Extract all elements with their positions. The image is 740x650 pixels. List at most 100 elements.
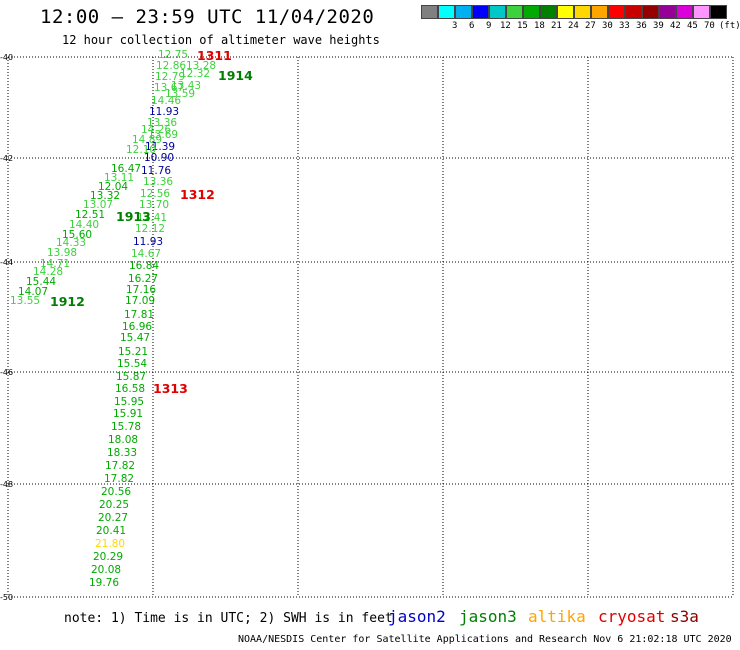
wave-height-value: 14.26 (141, 124, 171, 136)
y-tick-label: -46 (0, 368, 13, 377)
legend-swatches (421, 5, 727, 19)
pass-label: 1312 (180, 187, 215, 202)
wave-height-value: 12.75 (158, 49, 188, 61)
wave-height-value: 13.70 (139, 199, 169, 211)
wave-height-value: 11.39 (145, 141, 175, 153)
wave-height-value: 12.86 (156, 60, 186, 72)
wave-height-value: 13.36 (147, 117, 177, 129)
wave-height-value: 16.27 (128, 273, 158, 285)
wave-height-value: 11.76 (141, 165, 171, 177)
satellite-name: jason2 (388, 607, 446, 626)
wave-height-value: 12.41 (137, 212, 167, 224)
wave-height-value: 15.95 (114, 396, 144, 408)
wave-height-value: 20.27 (98, 512, 128, 524)
wave-height-value: 14.40 (69, 219, 99, 231)
legend-swatch (540, 5, 557, 19)
legend-label: 21 (551, 21, 562, 31)
wave-height-value: 12.79 (155, 71, 185, 83)
pass-label: 1913 (116, 209, 151, 224)
legend-swatch (625, 5, 642, 19)
wave-height-value: 14.07 (18, 286, 48, 298)
legend-swatch (710, 5, 727, 19)
legend-label: 45 (687, 21, 698, 31)
legend-swatch (676, 5, 693, 19)
wave-height-value: 16.96 (122, 321, 152, 333)
wave-height-value: 16.47 (111, 163, 141, 175)
wave-height-value: 13.32 (90, 190, 120, 202)
wave-height-value: 14.46 (151, 95, 181, 107)
wave-height-value: 16.84 (129, 260, 159, 272)
legend-label: 70 (704, 21, 715, 31)
wave-height-value: 14.67 (131, 248, 161, 260)
wave-height-value: 20.56 (101, 486, 131, 498)
legend-label: 36 (636, 21, 647, 31)
pass-label: 1912 (50, 294, 85, 309)
wave-height-value: 13.43 (171, 80, 201, 92)
pass-label: 1914 (218, 68, 253, 83)
wave-height-value: 18.33 (107, 447, 137, 459)
wave-height-value: 19.76 (89, 577, 119, 589)
legend-label: 3 (452, 21, 458, 31)
y-tick-label: -50 (0, 593, 13, 602)
wave-height-value: 13.07 (83, 199, 113, 211)
legend-swatch (455, 5, 472, 19)
satellite-name: altika (528, 607, 586, 626)
y-tick-label: -48 (0, 480, 13, 489)
legend-unit: (ft) (719, 21, 740, 31)
wave-height-value: 14.71 (40, 258, 70, 270)
legend-label: 18 (534, 21, 545, 31)
wave-height-value: 15.44 (26, 276, 56, 288)
wave-height-value: 17.81 (124, 309, 154, 321)
wave-height-value: 12.56 (140, 188, 170, 200)
legend-swatch (557, 5, 574, 19)
satellite-name: cryosat (598, 607, 666, 626)
wave-height-value: 13.55 (10, 295, 40, 307)
wave-height-value: 20.29 (93, 551, 123, 563)
wave-height-value: 20.25 (99, 499, 129, 511)
y-tick-labels: -40 -42 -44 -46 -48 -50 (0, 53, 13, 602)
wave-height-value: 15.91 (113, 408, 143, 420)
wave-height-value: 20.08 (91, 564, 121, 576)
map-grid (7, 56, 734, 598)
wave-height-value: 17.82 (104, 473, 134, 485)
legend-swatch (642, 5, 659, 19)
wave-height-map: 757881848790 -40-42-44-46-48-50 12.7512.… (0, 48, 734, 602)
wave-height-value: 16.58 (115, 383, 145, 395)
satellite-name: s3a (670, 607, 699, 626)
wave-height-value: 15.21 (118, 346, 148, 358)
legend-label: 42 (670, 21, 681, 31)
legend-swatch (421, 5, 438, 19)
wave-height-value: 17.16 (126, 284, 156, 296)
legend-swatch (591, 5, 608, 19)
wave-height-value: 11.93 (149, 106, 179, 118)
wave-height-value: 15.60 (62, 229, 92, 241)
pass-label: 1311 (197, 48, 232, 63)
legend-label: 6 (469, 21, 475, 31)
wave-height-value: 15.47 (120, 332, 150, 344)
wave-height-value: 14.28 (33, 266, 63, 278)
legend-swatch (659, 5, 676, 19)
legend-label: 15 (517, 21, 528, 31)
wave-height-value: 13.59 (165, 88, 195, 100)
legend-swatch (472, 5, 489, 19)
wave-height-value: 13.36 (143, 176, 173, 188)
wave-height-value: 18.08 (108, 434, 138, 446)
legend-label: 30 (602, 21, 613, 31)
wave-height-value: 12.12 (135, 223, 165, 235)
wave-height-value: 15.87 (116, 371, 146, 383)
legend-swatch (523, 5, 540, 19)
wave-height-value: 14.89 (132, 134, 162, 146)
legend-label: 9 (486, 21, 492, 31)
wave-height-value: 11.93 (133, 236, 163, 248)
pass-labels: 1311 1914 1312 1913 1912 1313 (50, 48, 253, 396)
wave-height-value: 12.32 (180, 68, 210, 80)
credit-line: NOAA/NESDIS Center for Satellite Applica… (238, 634, 732, 645)
page-title: 12:00 – 23:59 UTC 11/04/2020 (40, 6, 375, 28)
wave-height-value: 17.82 (105, 460, 135, 472)
wave-height-value: 13.98 (47, 247, 77, 259)
wave-height-value: 13.67 (154, 82, 184, 94)
y-tick-label: -40 (0, 53, 13, 62)
legend-label: 24 (568, 21, 579, 31)
y-tick-label: -42 (0, 154, 13, 163)
